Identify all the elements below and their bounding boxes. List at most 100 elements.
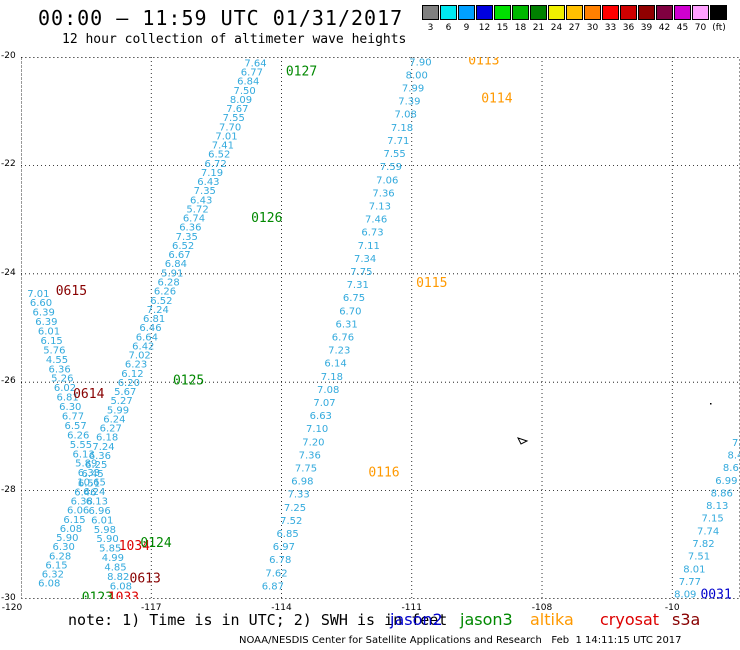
wave-height-value: 7.36	[372, 188, 394, 199]
wave-height-value: 6.52	[208, 150, 230, 161]
scale-label: 39	[640, 23, 653, 33]
wave-height-value: 6.81	[57, 393, 79, 404]
island-dot	[710, 403, 712, 405]
latitude-label: -24	[1, 267, 16, 278]
wave-height-value: 7.51	[688, 552, 710, 563]
pass-time-label: 0123	[82, 590, 113, 599]
wave-height-value: 6.15	[63, 515, 85, 526]
wave-height-value: 6.24	[83, 487, 105, 498]
wave-height-value: 7.07	[313, 398, 335, 409]
wave-height-value: 6.85	[276, 529, 298, 540]
scale-swatch	[620, 5, 637, 20]
scale-label: 27	[568, 23, 581, 33]
pass-time-label: 0113	[468, 57, 499, 69]
scale-swatch	[458, 5, 475, 20]
credit-line: NOAA/NESDIS Center for Satellite Applica…	[239, 635, 682, 646]
wave-height-value: 6.02	[54, 383, 76, 394]
wave-height-value: 6.01	[38, 327, 60, 338]
scale-label: 12	[478, 23, 491, 33]
wave-height-value: 5.89	[75, 459, 97, 470]
pass-time-label: 1033	[108, 590, 139, 599]
scale-swatch	[710, 5, 727, 20]
wave-height-value: 6.36	[179, 223, 201, 234]
wave-height-value: 6.64	[136, 332, 158, 343]
wave-height-value: 7.55	[383, 149, 405, 160]
wave-height-value: 6.52	[150, 296, 172, 307]
wave-height-value: 7.50	[233, 86, 255, 97]
scale-label: 3	[427, 23, 434, 33]
wave-height-value: 6.60	[30, 298, 52, 309]
scale-swatch	[530, 5, 547, 20]
wave-height-value: 6.30	[59, 402, 81, 413]
pass-time-label: 0114	[481, 92, 512, 107]
wave-height-value: 5.72	[186, 204, 208, 215]
wave-height-value: 6.30	[53, 542, 75, 553]
map-subtitle: 12 hour collection of altimeter wave hei…	[62, 32, 407, 47]
scale-label: 21	[532, 23, 545, 33]
wave-height-value: 7.52	[280, 516, 302, 527]
scale-unit: (ft)	[712, 23, 726, 33]
latitude-label: -30	[1, 593, 16, 603]
wave-height-value: 6.13	[86, 496, 108, 507]
legend-s3a: s3a	[672, 610, 701, 629]
wave-height-value: 7.62	[265, 568, 287, 579]
wave-height-value: 6.15	[41, 336, 63, 347]
pass-labels: 0113 0127 0114 0126 0615 0115 0125 0614 0116 1034…	[56, 57, 732, 599]
wave-height-value: 7.02	[129, 351, 151, 362]
island-outline	[517, 437, 529, 445]
wave-height-value: 7.35	[176, 232, 198, 243]
wave-height-value: 7.19	[201, 168, 223, 179]
wave-height-value: 7.08	[395, 110, 417, 121]
scale-label: 9	[463, 23, 470, 33]
wave-height-value: 6.43	[190, 195, 212, 206]
wave-height-value: 8.86	[711, 488, 733, 499]
wave-height-value: 6.24	[103, 414, 125, 425]
pass-time-label: 0127	[286, 65, 317, 80]
wave-height-value: 7.33	[288, 490, 310, 501]
wave-height-value: 7.59	[380, 162, 402, 173]
wave-height-value: 7.24	[147, 305, 169, 316]
scale-label: 15	[496, 23, 509, 33]
wave-height-value: 7.20	[302, 437, 324, 448]
map-border	[21, 57, 740, 599]
wave-height-value: 8.6	[723, 463, 739, 474]
wave-height-value: 6.06	[67, 506, 89, 517]
wave-height-value: 6.13	[72, 449, 94, 460]
wave-height-value: 6.67	[168, 250, 190, 261]
scale-label: 36	[622, 23, 635, 33]
wave-height-value: 6.96	[88, 506, 110, 517]
wave-height-value: 7.06	[376, 175, 398, 186]
wave-height-value: 4.85	[104, 563, 126, 574]
wave-height-value: 6.57	[64, 421, 86, 432]
wave-height-value: 6.26	[67, 430, 89, 441]
wave-height-value: 7.39	[398, 97, 420, 108]
island-outlines	[517, 403, 712, 445]
wave-height-value: 6.26	[154, 287, 176, 298]
wave-height-value: 5.27	[110, 396, 132, 407]
legend-altika: altika	[530, 610, 574, 629]
pass-time-label: 0126	[251, 211, 282, 226]
wave-height-value: 8.00	[406, 70, 428, 81]
longitude-label: -114	[271, 603, 292, 613]
wave-height-value: 6.18	[96, 433, 118, 444]
wave-height-value: 7.90	[409, 57, 431, 68]
wave-height-value: 6.75	[343, 293, 365, 304]
wave-height-value: 7.01	[27, 289, 49, 300]
wave-height-value: 5.90	[96, 534, 118, 545]
pass-time-label: 0116	[368, 466, 399, 481]
wave-height-value: 6.36	[89, 451, 111, 462]
latitude-label: -26	[1, 376, 16, 387]
wave-height-value: 6.74	[183, 214, 205, 225]
wave-height-value: 6.81	[143, 314, 165, 325]
longitude-label: -108	[531, 603, 553, 613]
latitude-label: -20	[1, 51, 16, 61]
scale-swatch	[638, 5, 655, 20]
scale-label: 18	[514, 23, 527, 33]
scale-label: 70	[694, 23, 707, 33]
pass-time-label: 0125	[173, 373, 204, 388]
wave-height-value: 6.87	[262, 581, 284, 592]
wave-height-value: 7.25	[284, 503, 306, 514]
lat-lon-grid	[21, 57, 740, 599]
wave-height-value: 7.67	[226, 104, 248, 115]
wave-height-value: 5.76	[43, 345, 65, 356]
